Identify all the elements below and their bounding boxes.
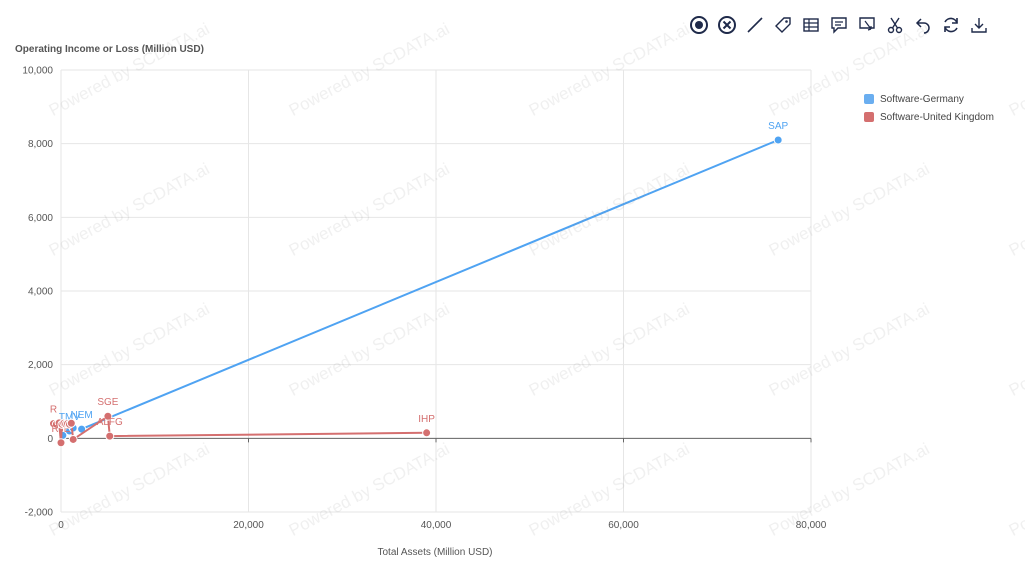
tag-tool-button[interactable] [772,14,794,36]
data-label: RJE [52,424,71,435]
data-label: SAP [768,121,788,132]
data-point[interactable] [68,434,78,444]
flag-tool-button[interactable] [856,14,878,36]
cut-tool-button[interactable] [884,14,906,36]
line-tool-button[interactable] [744,14,766,36]
pointer-icon [690,16,708,34]
download-icon [971,18,987,33]
legend-item-uk[interactable]: Software-United Kingdom [864,108,994,126]
download-button[interactable] [968,14,990,36]
data-point[interactable] [66,418,76,428]
x-axis-title: Total Assets (Million USD) [377,547,492,558]
y-tick-label: -2,000 [25,508,54,519]
data-point[interactable] [105,431,115,441]
legend-swatch-germany [864,94,874,104]
x-tick-label: 0 [58,520,64,531]
undo-icon [915,18,930,34]
tag-icon [775,17,791,33]
line-icon [747,17,763,33]
flag-icon [859,17,875,31]
data-point[interactable] [773,135,783,145]
data-view-icon [803,18,819,32]
comment-tool-button[interactable] [828,14,850,36]
y-tick-label: 8,000 [28,139,53,150]
y-tick-label: 2,000 [28,360,53,371]
data-label: ALFG [97,417,123,428]
data-label: NEM [71,410,93,421]
legend-swatch-uk [864,112,874,122]
legend-item-germany[interactable]: Software-Germany [864,90,994,108]
data-label: TMV [59,412,80,423]
data-point[interactable] [56,438,66,448]
series-1: R RJE SGE ALFG IHP [49,397,435,448]
y-axis-title: Operating Income or Loss (Million USD) [15,44,204,55]
y-tick-label: 0 [47,434,53,445]
scissors-icon [887,17,903,34]
x-tick-label: 40,000 [421,520,452,531]
grid-lines [60,69,812,513]
y-tick-label: 10,000 [22,66,53,77]
data-view-button[interactable] [800,14,822,36]
x-tick-label: 80,000 [796,520,827,531]
data-label: R [50,405,57,416]
data-point[interactable] [422,428,432,438]
legend-label-uk: Software-United Kingdom [880,111,994,123]
legend: Software-Germany Software-United Kingdom [864,90,994,126]
undo-button[interactable] [912,14,934,36]
refresh-button[interactable] [940,14,962,36]
refresh-icon [944,17,958,33]
data-label: SGE [97,397,118,408]
x-tick-label: 60,000 [608,520,639,531]
x-tick-label: 20,000 [233,520,264,531]
pointer-tool-button[interactable] [688,14,710,36]
y-tick-label: 4,000 [28,287,53,298]
data-label: IHP [418,414,435,425]
chart-toolbar [688,14,990,36]
clear-tool-button[interactable] [716,14,738,36]
data-point[interactable] [103,411,113,421]
close-circle-icon [718,16,736,34]
legend-label-germany: Software-Germany [880,93,964,105]
series-line [62,139,779,437]
y-tick-label: 6,000 [28,213,53,224]
comment-icon [831,17,847,34]
axes: -2,000 0 2,000 4,000 6,000 8,000 10,000 0 20,000… [22,66,826,532]
